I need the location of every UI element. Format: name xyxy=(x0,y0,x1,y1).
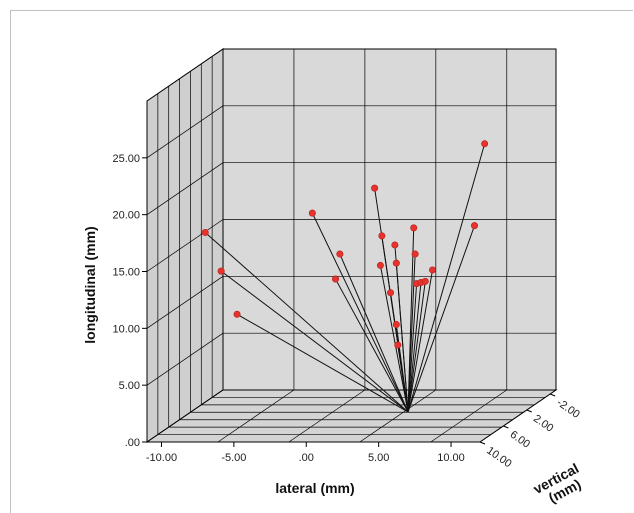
z-tick-label: 6.00 xyxy=(508,429,532,451)
spike-line xyxy=(407,143,486,413)
floor-gridline xyxy=(430,389,507,443)
x-tick-label: -10.00 xyxy=(146,452,177,464)
data-point xyxy=(233,310,241,318)
spike-line xyxy=(407,281,426,413)
y-tick-label: 20.00 xyxy=(112,210,140,222)
data-point xyxy=(421,277,429,285)
data-point xyxy=(376,261,384,269)
y-tick-label: 15.00 xyxy=(112,267,140,279)
spike-line xyxy=(335,278,409,413)
spike-line xyxy=(407,254,416,413)
z-tick-label: -2.00 xyxy=(554,397,581,421)
data-point xyxy=(411,250,419,258)
floor-gridline xyxy=(359,389,437,443)
spike-lines xyxy=(204,143,486,413)
y-tick-label: 25.00 xyxy=(112,153,140,165)
spike-line xyxy=(204,232,409,413)
data-point xyxy=(378,232,386,240)
spike-line xyxy=(407,282,422,413)
z-tick-mark xyxy=(526,409,532,413)
left-wall-gridline xyxy=(146,219,224,272)
data-point xyxy=(336,250,344,258)
data-point xyxy=(217,267,225,275)
data-point xyxy=(429,266,437,274)
x-tick-label: -5.00 xyxy=(221,452,246,464)
z-tick-label: 10.00 xyxy=(484,445,513,471)
left-wall-gridline xyxy=(146,105,224,159)
data-point xyxy=(392,321,400,329)
spike-line xyxy=(311,212,409,413)
y-axis-title: longitudinal (mm) xyxy=(82,226,98,343)
floor-gridline xyxy=(288,389,366,443)
z-tick-mark xyxy=(479,441,486,445)
floor-gridline xyxy=(146,389,224,443)
data-point xyxy=(481,140,489,148)
spike-line xyxy=(397,344,409,413)
data-point xyxy=(471,222,479,230)
data-point xyxy=(371,184,379,192)
data-point xyxy=(308,209,316,217)
left-wall-gridline xyxy=(146,332,224,386)
left-wall-gridline xyxy=(146,276,224,329)
z-tick-mark xyxy=(549,393,556,397)
data-points xyxy=(201,140,489,349)
data-point xyxy=(392,259,400,267)
y-tick-label: 5.00 xyxy=(119,380,140,392)
spike-line xyxy=(220,270,409,413)
x-tick-label: 10.00 xyxy=(437,452,465,464)
x-tick-label: 5.00 xyxy=(368,452,389,464)
plot-box xyxy=(145,48,558,443)
left-wall-gridline xyxy=(146,162,224,215)
left-wall-gridline xyxy=(146,48,224,102)
spike-line xyxy=(407,269,434,413)
floor-gridline xyxy=(479,389,557,443)
z-tick-label: 2.00 xyxy=(531,413,555,435)
spike-line xyxy=(395,263,409,413)
spike-line xyxy=(407,225,475,413)
spike-line xyxy=(236,313,409,413)
spike-line xyxy=(379,265,409,413)
z-tick-mark xyxy=(503,425,509,429)
y-tick-label: .00 xyxy=(125,437,140,449)
x-tick-label: .00 xyxy=(299,452,314,464)
data-point xyxy=(201,228,209,236)
x-axis-title: lateral (mm) xyxy=(275,480,354,496)
data-point xyxy=(394,341,402,349)
y-tick-label: 10.00 xyxy=(112,323,140,335)
spike-line xyxy=(339,253,409,413)
z-axis-title: vertical (mm) xyxy=(531,458,592,510)
data-point xyxy=(332,275,340,283)
data-point xyxy=(387,289,395,297)
data-point xyxy=(391,241,399,249)
data-point xyxy=(410,224,418,232)
floor-gridline xyxy=(217,389,295,443)
spike-line xyxy=(407,283,418,413)
